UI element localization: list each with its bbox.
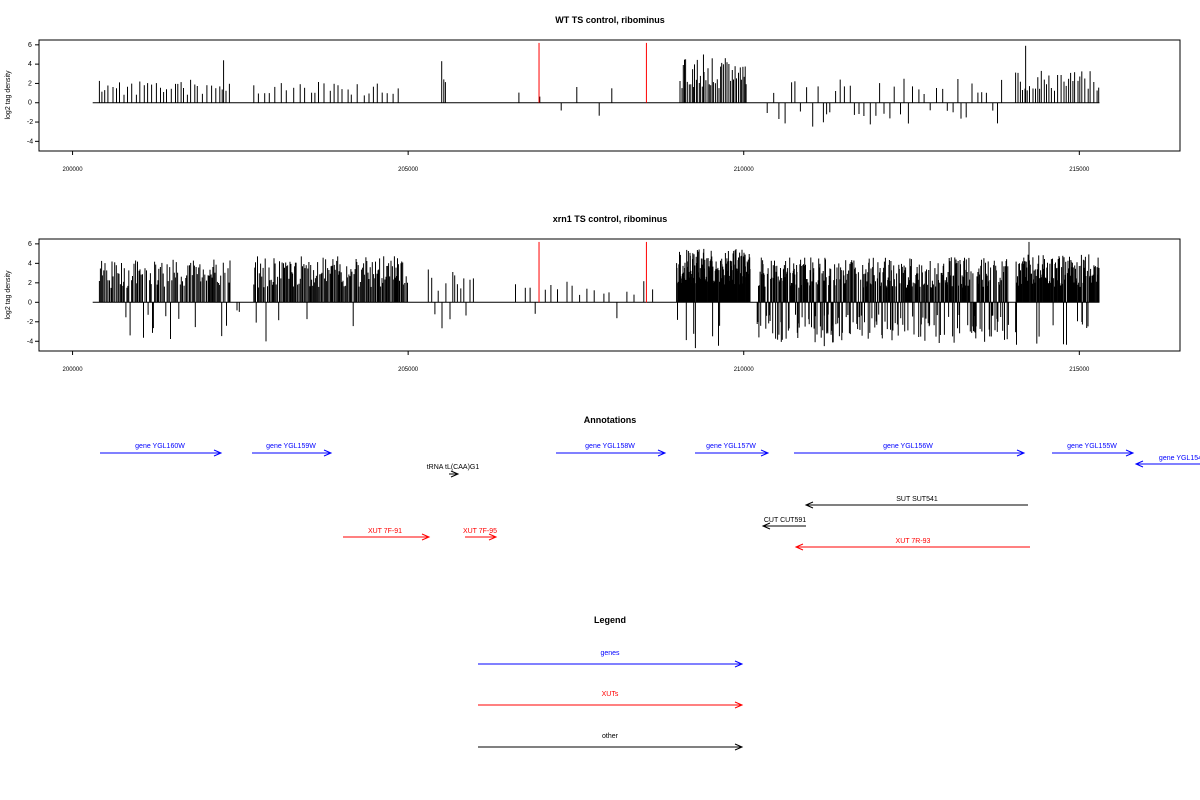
y-tick-label: -2 <box>27 119 33 126</box>
annotation-arrow: gene YGL154C <box>1134 455 1200 468</box>
panel-wt-frame <box>38 39 1181 152</box>
panel-xrn1-frame <box>38 238 1181 352</box>
panel-wt-bars <box>92 42 1100 127</box>
y-tick-label: 4 <box>28 61 32 68</box>
annotation-arrow: gene YGL159W <box>252 443 333 457</box>
annotation-arrow: XUT 7F-91 <box>343 528 431 541</box>
annotation-arrow: XUT 7R-93 <box>794 538 1030 551</box>
legend-title: Legend <box>594 615 626 625</box>
annotation-arrow: CUT CUT591 <box>761 517 806 530</box>
panel-wt-title: WT TS control, ribominus <box>555 15 665 25</box>
x-tick-label: 205000 <box>398 167 419 173</box>
annotation-label: gene YGL155W <box>1067 443 1117 450</box>
annotations-panel: Annotations gene YGL160W gene YGL159W gene… <box>100 415 1200 551</box>
annotation-arrow: gene YGL160W <box>100 443 223 457</box>
x-tick-label: 200000 <box>63 367 84 373</box>
annotation-arrows: gene YGL160W gene YGL159W gene YGL158W gene… <box>100 443 1200 551</box>
legend-arrow: XUTs <box>478 691 744 709</box>
panel-xrn1-bars <box>92 241 1100 349</box>
annotation-arrow: XUT 7F-95 <box>463 528 498 541</box>
panel-wt: WT TS control, ribominus log2 tag densit… <box>5 15 1181 173</box>
y-tick-label: 2 <box>28 280 32 287</box>
annotations-title: Annotations <box>584 415 637 425</box>
annotation-arrow: gene YGL158W <box>556 443 667 457</box>
y-tick-label: 4 <box>28 260 32 267</box>
annotation-label: gene YGL156W <box>883 443 933 450</box>
annotation-label: gene YGL159W <box>266 443 316 450</box>
panel-xrn1-title: xrn1 TS control, ribominus <box>553 214 668 224</box>
panel-xrn1: xrn1 TS control, ribominus log2 tag dens… <box>5 214 1181 373</box>
annotation-arrow: gene YGL155W <box>1052 443 1135 457</box>
y-tick-label: -4 <box>27 338 33 345</box>
x-tick-label: 200000 <box>63 167 84 173</box>
annotation-arrow: gene YGL157W <box>695 443 770 457</box>
y-tick-label: 6 <box>28 42 32 49</box>
annotation-label: CUT CUT591 <box>764 517 806 524</box>
annotation-arrow: SUT SUT541 <box>804 496 1028 509</box>
legend-label: other <box>602 733 619 740</box>
y-tick-label: -2 <box>27 319 33 326</box>
annotation-arrow: gene YGL156W <box>794 443 1026 457</box>
legend-arrow: other <box>478 733 744 751</box>
annotation-arrow: tRNA tL(CAA)G1 <box>427 464 480 478</box>
x-tick-label: 215000 <box>1069 367 1090 373</box>
legend-panel: Legend genes XUTs other <box>478 615 744 751</box>
panel-xrn1-axes: -4 -2 0 2 4 6 200000 205000 210000 215000 <box>27 241 1090 373</box>
annotation-label: gene YGL157W <box>706 443 756 450</box>
legend-label: XUTs <box>602 691 619 698</box>
y-tick-label: 6 <box>28 241 32 248</box>
x-tick-label: 210000 <box>734 367 755 373</box>
y-tick-label: -4 <box>27 138 33 145</box>
y-tick-label: 0 <box>28 299 32 306</box>
annotation-label: tRNA tL(CAA)G1 <box>427 464 480 471</box>
x-tick-label: 205000 <box>398 367 419 373</box>
legend-items: genes XUTs other <box>478 650 744 751</box>
panel-wt-ylabel: log2 tag density <box>5 70 12 120</box>
panel-wt-axes: -4 -2 0 2 4 6 200000 205000 210000 215000 <box>27 42 1090 173</box>
annotation-label: XUT 7R-93 <box>896 538 931 545</box>
legend-label: genes <box>600 650 620 657</box>
panel-xrn1-ylabel: log2 tag density <box>5 270 12 320</box>
x-tick-label: 215000 <box>1069 167 1090 173</box>
annotation-label: XUT 7F-95 <box>463 528 497 535</box>
annotation-label: gene YGL158W <box>585 443 635 450</box>
y-tick-label: 0 <box>28 100 32 107</box>
annotation-label: XUT 7F-91 <box>368 528 402 535</box>
annotation-label: gene YGL154C <box>1159 455 1200 462</box>
legend-arrow: genes <box>478 650 744 668</box>
annotation-label: gene YGL160W <box>135 443 185 450</box>
x-tick-label: 210000 <box>734 167 755 173</box>
annotation-label: SUT SUT541 <box>896 496 938 503</box>
y-tick-label: 2 <box>28 80 32 87</box>
